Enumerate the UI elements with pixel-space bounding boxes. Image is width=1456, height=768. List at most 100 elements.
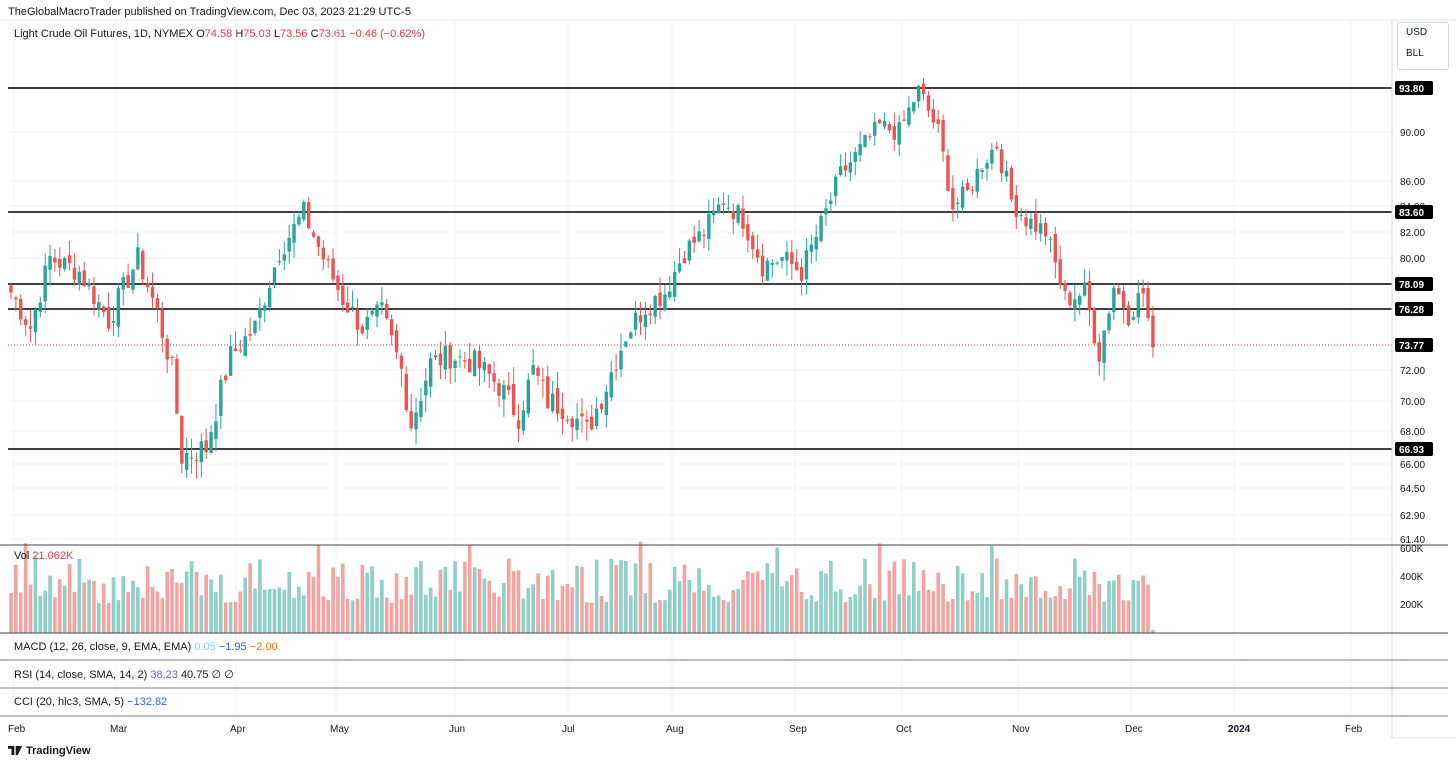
volume-bar — [180, 583, 184, 633]
volume-bar — [199, 595, 204, 633]
candle-body — [697, 231, 701, 242]
volume-bar — [760, 579, 765, 633]
volume-bar — [614, 565, 618, 633]
candle-body — [1082, 282, 1087, 296]
candle-body — [1121, 291, 1126, 308]
candle-body — [199, 441, 204, 463]
candle-body — [956, 202, 960, 205]
volume-bar — [931, 591, 936, 633]
candle-body — [28, 326, 33, 329]
y-tick-label: 86.00 — [1400, 177, 1425, 188]
volume-bar — [511, 571, 516, 633]
volume-bar — [716, 595, 721, 633]
candle-body — [92, 286, 96, 305]
candle-body — [746, 224, 750, 241]
volume-bar — [955, 565, 960, 633]
y-tick-label: 72.00 — [1400, 366, 1425, 377]
volume-bar — [560, 585, 565, 633]
candle-body — [233, 348, 238, 351]
volume-bar — [1058, 586, 1062, 633]
open-value: 74.58 — [204, 28, 233, 40]
volume-bar — [219, 574, 223, 633]
volume-bar — [750, 572, 755, 633]
volume-bar — [92, 580, 96, 633]
currency-unit-box[interactable]: USD BLL — [1397, 22, 1449, 70]
volume-bar — [1146, 584, 1150, 633]
volume-bar — [648, 562, 653, 633]
candle-body — [668, 291, 672, 298]
volume-bar — [121, 576, 126, 633]
rsi-legend[interactable]: RSI (14, close, SMA, 14, 2) 38.23 40.75 … — [14, 668, 234, 681]
volume-bar — [555, 599, 560, 633]
candle-body — [14, 297, 18, 300]
currency-label[interactable]: USD — [1406, 27, 1428, 38]
symbol-name[interactable]: Light Crude Oil Futures, 1D, NYMEX — [14, 28, 194, 40]
volume-bar — [926, 589, 931, 633]
volume-bar — [1009, 597, 1014, 633]
volume-bar — [126, 591, 130, 633]
candle-body — [941, 119, 945, 152]
candle-body — [277, 261, 282, 263]
volume-bar — [116, 600, 121, 633]
unit-label[interactable]: BLL — [1406, 48, 1424, 59]
volume-bar — [419, 561, 423, 633]
candle-body — [375, 304, 379, 317]
candle-body — [214, 421, 218, 439]
rsi-band-lower: ∅ — [224, 669, 234, 681]
volume-bar — [887, 570, 892, 633]
candle-body — [1004, 170, 1009, 177]
candle-body — [912, 102, 916, 112]
volume-bar — [38, 595, 43, 633]
x-tick-label: Nov — [1012, 724, 1030, 735]
volume-bar — [872, 597, 877, 633]
price-badge: 93.80 — [1399, 84, 1424, 95]
volume-bar — [448, 589, 452, 633]
candle-body — [799, 266, 804, 281]
volume-bar — [350, 600, 355, 633]
y-tick-label: 68.00 — [1400, 427, 1425, 438]
volume-bar — [624, 560, 628, 633]
candle-body — [687, 240, 692, 261]
candle-body — [882, 120, 887, 127]
volume-bar — [389, 602, 394, 633]
volume-bar — [97, 602, 101, 633]
candle-body — [424, 380, 428, 396]
candle-body — [790, 252, 794, 265]
candle-body — [843, 165, 848, 171]
candle-body — [111, 321, 116, 323]
candle-body — [643, 314, 648, 328]
cci-legend[interactable]: CCI (20, hlc3, SMA, 5) −132.82 — [14, 696, 167, 708]
volume-bar — [951, 598, 955, 633]
candle-body — [1136, 293, 1140, 318]
volume-bar — [248, 563, 252, 633]
candle-body — [555, 388, 560, 414]
macd-legend[interactable]: MACD (12, 26, close, 9, EMA, EMA) 0.05 −… — [14, 641, 278, 653]
y-tick-label: 62.90 — [1400, 511, 1425, 522]
candle-body — [707, 213, 711, 239]
tradingview-logo[interactable]: TradingView — [8, 745, 91, 757]
volume-legend[interactable]: Vol 21.062K — [14, 550, 73, 562]
volume-bar — [1029, 577, 1033, 633]
volume-bar — [970, 591, 975, 633]
volume-bar — [775, 547, 779, 633]
volume-bar — [472, 567, 477, 633]
candle-body — [243, 336, 247, 356]
volume-bar — [1082, 570, 1087, 633]
volume-bar — [936, 572, 940, 633]
volume-bar — [48, 575, 52, 633]
x-tick-label: Dec — [1125, 724, 1143, 735]
volume-bar — [702, 590, 706, 633]
candle-body — [287, 237, 291, 252]
x-tick-label: Apr — [230, 724, 246, 735]
volume-bar — [1151, 630, 1155, 633]
volume-bar — [1019, 584, 1023, 633]
x-tick-label: Mar — [110, 724, 128, 735]
volume-bar — [672, 566, 677, 633]
candle-body — [609, 372, 613, 398]
volume-bar — [804, 599, 809, 633]
candle-body — [536, 367, 540, 376]
volume-bar — [394, 573, 399, 633]
volume-bar — [707, 584, 711, 633]
candle-body — [755, 249, 760, 258]
candle-body — [336, 275, 340, 291]
